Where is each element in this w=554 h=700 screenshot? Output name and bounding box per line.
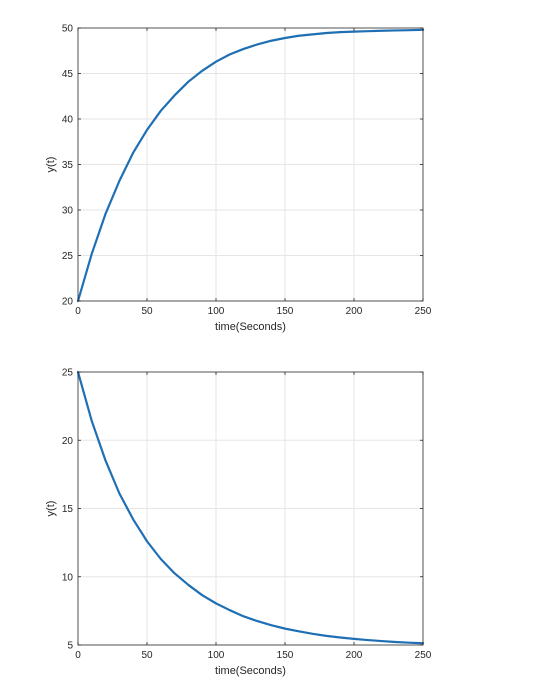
bottom-plot: 0 50 100 150 200 250 5 10 15 20 25 time(Seconds) y(t… xyxy=(45,368,432,678)
y-tick-label: 25 xyxy=(62,251,74,262)
y-tick-label: 10 xyxy=(62,572,74,583)
top-plot: 0 50 100 150 200 250 20 25 30 35 40 45 50 time(Second… xyxy=(45,24,432,334)
y-tick-label: 45 xyxy=(62,69,74,80)
x-tick-label: 200 xyxy=(346,306,363,317)
y-tick-label: 20 xyxy=(62,436,74,447)
y-axis-label: y(t) xyxy=(45,501,57,517)
y-tick-label: 20 xyxy=(62,297,74,308)
x-tick-label: 0 xyxy=(75,650,81,661)
x-tick-label: 50 xyxy=(141,650,153,661)
x-tick-label: 100 xyxy=(208,306,225,317)
y-tick-label: 25 xyxy=(62,368,74,379)
x-tick-label: 150 xyxy=(277,650,294,661)
series-line xyxy=(76,370,425,645)
y-tick-label: 30 xyxy=(62,206,74,217)
y-tick-label: 15 xyxy=(62,504,74,515)
x-tick-label: 0 xyxy=(75,306,81,317)
x-tick-label: 200 xyxy=(346,650,363,661)
x-tick-label: 250 xyxy=(415,650,432,661)
x-tick-label: 250 xyxy=(415,306,432,317)
x-tick-label: 50 xyxy=(141,306,153,317)
y-tick-label: 5 xyxy=(67,641,73,652)
y-tick-label: 35 xyxy=(62,160,74,171)
y-tick-label: 50 xyxy=(62,24,74,35)
x-axis-label: time(Seconds) xyxy=(215,321,286,333)
x-tick-label: 100 xyxy=(208,650,225,661)
y-axis-label: y(t) xyxy=(45,157,57,173)
y-tick-label: 40 xyxy=(62,115,74,126)
x-tick-label: 150 xyxy=(277,306,294,317)
series-line xyxy=(76,28,425,303)
x-axis-label: time(Seconds) xyxy=(215,665,286,677)
